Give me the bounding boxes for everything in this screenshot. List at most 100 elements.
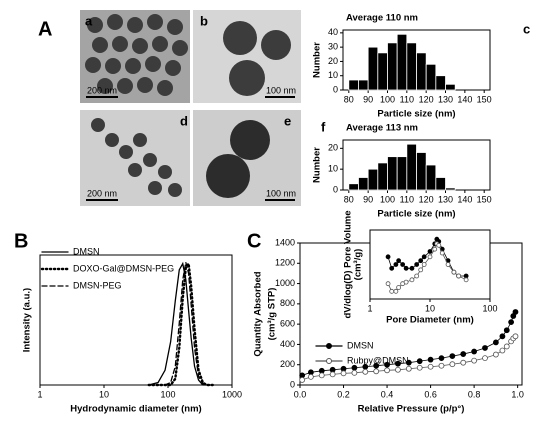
point [503,343,510,350]
point [389,288,395,294]
y-tick-label: 200 [280,359,295,369]
point [389,265,395,271]
point [416,364,423,371]
scale-bar-label: 200 nm [87,188,117,198]
line [147,260,214,387]
particles [223,21,291,96]
chart-title: Average 113 nm [346,123,418,134]
point [414,262,420,267]
y-axis-title: Intensity (a.u.) [22,288,33,352]
bar [387,42,398,91]
y-axis-title: Quantity Absorbed [253,271,264,356]
bar [367,168,379,191]
point [460,351,467,357]
point [445,262,451,267]
legend-label: DOXO-Gal@DMSN-PEG [73,263,174,273]
panel-label: B [14,230,28,252]
point [499,347,506,354]
point [351,364,358,371]
point [416,358,423,365]
point [299,377,306,383]
x-tick-label: 120 [419,94,434,104]
point [451,269,457,275]
x-axis-title: Particle size (nm) [377,209,455,220]
x-tick-label: 0.8 [468,389,481,399]
point [396,258,402,264]
point [395,360,401,367]
x-tick-label: 0.2 [337,389,350,399]
x-tick-label: 100 [380,194,395,204]
y-tick-label: 40 [328,27,338,37]
point [307,373,314,380]
bar [358,79,369,91]
scale-bar-label: 200 nm [87,85,117,95]
point [449,361,456,368]
line [148,262,214,386]
point [492,351,499,358]
bar [416,52,427,91]
bar [377,52,388,91]
point [508,319,515,326]
y-axis-title: Number [312,147,323,183]
bar [377,162,388,191]
x-tick-label: 1 [367,303,372,313]
point [463,277,469,283]
point [403,265,409,271]
x-tick-label: 80 [344,94,354,104]
panel-label: C [247,230,261,252]
bar [416,152,427,191]
point [414,273,420,279]
point [384,361,390,368]
y-axis-title: (cm³/g) [353,249,364,281]
x-tick-label: 0.4 [381,389,394,399]
x-axis-title: Relative Pressure (p/p°) [358,404,465,415]
chart: 80 90 100 110 120 130 140 150 0 10 20 Particle size… [312,119,492,219]
legend-label: Rubpy@DMSN [347,355,409,365]
x-tick-label: 90 [363,194,373,204]
point [403,279,409,285]
x-tick-label: 10 [99,389,109,399]
x-tick-label: 110 [400,194,414,204]
bar [396,33,408,91]
y-tick-label: 400 [280,339,295,349]
x-tick-label: 150 [477,94,492,104]
image-label: b [200,13,208,28]
legend-marker [326,358,332,364]
point [471,357,478,364]
bar [406,42,417,91]
particles [85,14,188,96]
x-tick-label: 1000 [222,389,242,399]
legend-label: DMSN [73,246,100,256]
bar [348,79,359,91]
point [471,348,478,355]
point [409,265,415,271]
x-axis-title: Pore Diameter (nm) [386,315,474,326]
point [395,366,401,373]
y-tick-label: 0 [333,184,338,194]
image-label: d [180,113,188,128]
bar [406,143,417,191]
point [373,362,380,369]
panel-label: A [38,18,52,40]
y-tick-label: 1200 [275,258,295,268]
point [427,363,434,370]
y-axis-title: Number [312,42,323,78]
point [436,242,442,248]
y-tick-label: 800 [280,298,295,308]
point [427,249,433,254]
x-tick-label: 140 [457,94,472,104]
chart: 1 10 100 Pore Diameter (nm) dV/dlog(D) Pore … [343,210,498,325]
x-tick-label: 130 [438,194,453,204]
y-tick-label: 30 [328,42,338,52]
x-tick-label: 80 [344,194,354,204]
y-tick-label: 10 [328,164,338,174]
x-tick-label: 90 [363,94,373,104]
point [456,273,462,279]
point [405,359,412,366]
y-tick-label: 10 [328,70,338,80]
bar [445,83,456,91]
y-tick-label: 0 [333,84,338,94]
chart-title: Average 110 nm [346,13,418,24]
point [463,273,469,279]
